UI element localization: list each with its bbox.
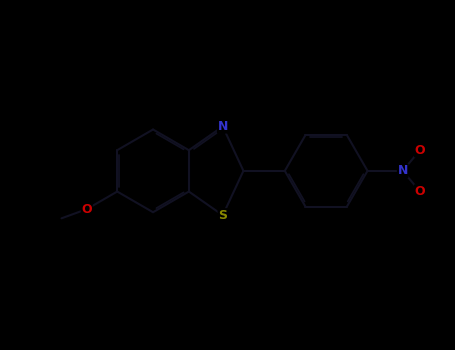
Text: S: S [218, 209, 227, 222]
Text: N: N [398, 164, 408, 177]
Text: N: N [217, 120, 228, 133]
Text: O: O [415, 185, 425, 198]
Text: O: O [415, 144, 425, 157]
Text: O: O [81, 203, 92, 216]
